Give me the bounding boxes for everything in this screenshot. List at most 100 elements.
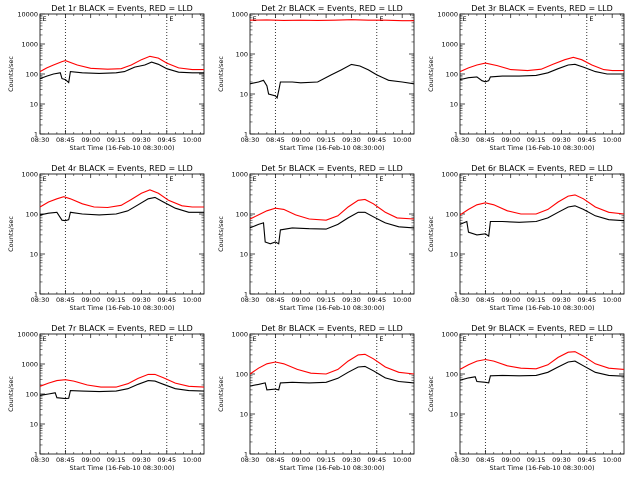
x-tick-label: 09:45 — [157, 456, 176, 464]
y-tick-label: 1000 — [441, 40, 458, 48]
y-axis-label: Counts/sec — [427, 216, 435, 252]
x-tick-label: 09:15 — [107, 136, 126, 144]
x-tick-label: 09:15 — [317, 296, 336, 304]
chart-title: Det 4r BLACK = Events, RED = LLD — [51, 164, 193, 173]
y-tick-label: 10 — [30, 420, 38, 428]
x-tick-label: 09:45 — [577, 456, 596, 464]
series-line-lld — [249, 353, 415, 375]
y-axis-label: Counts/sec — [217, 216, 225, 252]
y-axis-label: Counts/sec — [217, 376, 225, 412]
y-tick-label: 100 — [446, 70, 458, 78]
series-line-events — [249, 63, 415, 100]
x-tick-label: 08:30 — [451, 136, 470, 144]
x-tick-label: 09:00 — [501, 296, 520, 304]
event-marker-label: E — [253, 15, 257, 23]
y-tick-label: 10 — [30, 100, 38, 108]
x-tick-label: 09:45 — [577, 136, 596, 144]
x-tick-label: 09:15 — [107, 456, 126, 464]
plot-frame — [249, 13, 415, 135]
chart-title: Det 3r BLACK = Events, RED = LLD — [471, 4, 613, 13]
series-line-events — [459, 63, 624, 83]
x-tick-label: 08:45 — [56, 296, 75, 304]
y-tick-label: 100 — [26, 70, 38, 78]
x-tick-label: 08:45 — [56, 136, 75, 144]
x-tick-label: 09:45 — [367, 296, 386, 304]
y-tick-label: 1 — [244, 130, 248, 138]
chart-panel-1: Det 1r BLACK = Events, RED = LLD 1 10 100 10… — [7, 4, 205, 152]
y-tick-label: 10 — [30, 250, 38, 258]
y-tick-label: 1 — [454, 130, 458, 138]
x-tick-label: 09:45 — [157, 296, 176, 304]
chart-panel-5: Det 5r BLACK = Events, RED = LLD 1 10 100 10… — [217, 164, 415, 312]
x-tick-label: 09:15 — [107, 296, 126, 304]
x-tick-label: 08:30 — [241, 456, 260, 464]
y-axis-label: Counts/sec — [7, 376, 15, 412]
y-tick-label: 10 — [450, 410, 458, 418]
y-tick-label: 1000 — [231, 330, 248, 338]
series-line-events — [459, 205, 625, 238]
chart-title: Det 7r BLACK = Events, RED = LLD — [51, 324, 193, 333]
event-marker-label: E — [43, 15, 47, 23]
x-tick-label: 09:30 — [342, 136, 361, 144]
y-tick-label: 1 — [34, 290, 38, 298]
plot-frame — [459, 333, 625, 455]
x-tick-label: 10:00 — [183, 456, 202, 464]
x-tick-label: 10:00 — [393, 456, 412, 464]
x-tick-label: 08:45 — [476, 136, 495, 144]
x-axis-label: Start Time (16-Feb-10 08:30:00) — [70, 304, 175, 312]
x-tick-label: 09:15 — [527, 456, 546, 464]
event-marker-label: E — [253, 335, 257, 343]
event-marker-label: E — [589, 335, 593, 343]
series-line-events — [39, 61, 204, 84]
plot-frame — [249, 173, 415, 295]
event-marker-label: E — [169, 335, 173, 343]
y-tick-label: 100 — [446, 210, 458, 218]
series-line-events — [249, 211, 415, 245]
event-marker-label: E — [463, 175, 467, 183]
y-tick-label: 10000 — [437, 10, 458, 18]
y-tick-label: 1000 — [441, 330, 458, 338]
event-marker-label: E — [463, 15, 467, 23]
x-tick-label: 10:00 — [603, 296, 622, 304]
y-tick-label: 100 — [446, 370, 458, 378]
event-marker-label: E — [379, 335, 383, 343]
x-tick-label: 08:45 — [476, 296, 495, 304]
x-tick-label: 09:45 — [367, 136, 386, 144]
chart-title: Det 8r BLACK = Events, RED = LLD — [261, 324, 403, 333]
event-marker-label: E — [379, 15, 383, 23]
plot-frame — [39, 333, 205, 455]
y-tick-label: 1000 — [441, 170, 458, 178]
x-tick-label: 09:15 — [527, 136, 546, 144]
chart-title: Det 1r BLACK = Events, RED = LLD — [51, 4, 193, 13]
x-tick-label: 08:30 — [31, 296, 50, 304]
x-tick-label: 09:00 — [81, 136, 100, 144]
y-tick-label: 10 — [450, 100, 458, 108]
x-tick-label: 09:30 — [132, 296, 151, 304]
chart-panel-8: Det 8r BLACK = Events, RED = LLD 1 10 100 10… — [217, 324, 415, 472]
x-tick-label: 09:30 — [342, 296, 361, 304]
x-tick-label: 09:00 — [291, 296, 310, 304]
x-axis-label: Start Time (16-Feb-10 08:30:00) — [490, 464, 595, 472]
x-axis-label: Start Time (16-Feb-10 08:30:00) — [280, 304, 385, 312]
y-tick-label: 10000 — [17, 330, 38, 338]
x-tick-label: 09:30 — [132, 456, 151, 464]
x-axis-label: Start Time (16-Feb-10 08:30:00) — [70, 464, 175, 472]
y-tick-label: 1000 — [231, 170, 248, 178]
series-line-lld — [459, 194, 625, 216]
x-tick-label: 08:45 — [266, 136, 285, 144]
y-tick-label: 1000 — [21, 360, 38, 368]
x-tick-label: 08:45 — [476, 456, 495, 464]
x-tick-label: 10:00 — [183, 296, 202, 304]
x-axis-label: Start Time (16-Feb-10 08:30:00) — [280, 144, 385, 152]
x-tick-label: 08:45 — [266, 456, 285, 464]
y-tick-label: 1 — [34, 130, 38, 138]
x-tick-label: 10:00 — [183, 136, 202, 144]
x-tick-label: 09:45 — [577, 296, 596, 304]
x-tick-label: 10:00 — [603, 136, 622, 144]
x-tick-label: 08:30 — [241, 136, 260, 144]
x-tick-label: 09:00 — [501, 456, 520, 464]
y-tick-label: 1 — [34, 450, 38, 458]
y-tick-label: 10000 — [17, 10, 38, 18]
y-tick-label: 100 — [26, 390, 38, 398]
